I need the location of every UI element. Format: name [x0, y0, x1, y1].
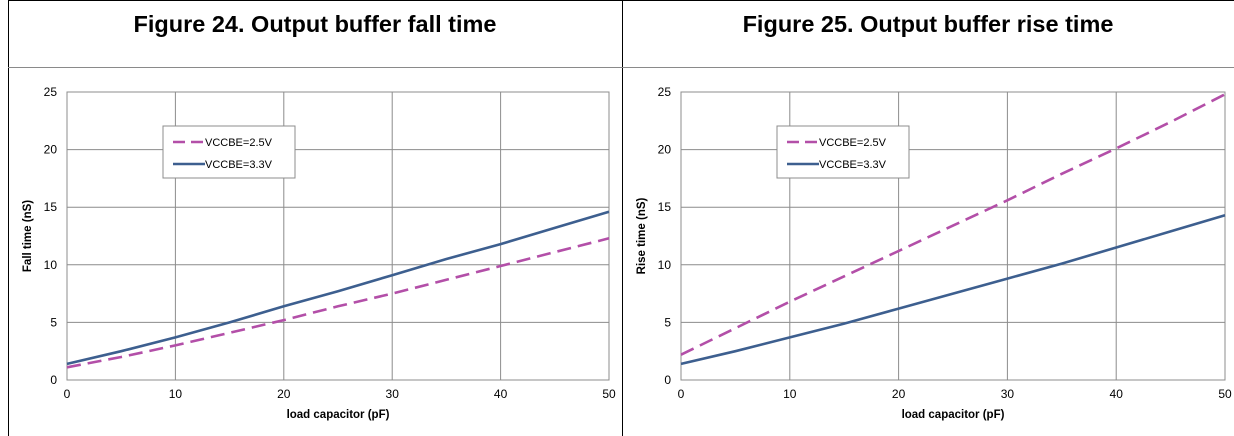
y-tick-label: 5 [50, 315, 57, 329]
y-tick-label: 20 [44, 143, 58, 157]
y-tick-label: 0 [664, 373, 671, 387]
legend-box [776, 125, 910, 179]
x-tick-label: 30 [1001, 387, 1015, 401]
series-line-vccbe-2v5 [66, 237, 610, 369]
y-tick-label: 25 [658, 85, 672, 99]
x-tick-label: 30 [386, 387, 400, 401]
table-left-border [8, 0, 9, 436]
y-tick-label: 10 [44, 258, 58, 272]
x-tick-label: 50 [602, 387, 616, 401]
y-tick-label: 15 [44, 200, 58, 214]
legend-box [162, 125, 296, 179]
y-tick-label: 0 [50, 373, 57, 387]
series-line-vccbe-3v3 [680, 214, 1226, 366]
x-tick-label: 10 [783, 387, 797, 401]
x-tick-label: 20 [277, 387, 291, 401]
legend-label: VCCBE=2.5V [205, 137, 273, 149]
table-top-border [8, 0, 1234, 1]
y-tick-label: 5 [664, 315, 671, 329]
y-tick-label: 15 [658, 200, 672, 214]
x-axis-label: load capacitor (pF) [287, 409, 390, 421]
figure-25-title: Figure 25. Output buffer rise time [742, 11, 1114, 37]
rise-time-chart: 0 10 20 30 40 50 0 5 10 15 20 25 load capacitor (pF)… [636, 85, 1232, 421]
legend-label: VCCBE=3.3V [205, 159, 273, 171]
series-line-vccbe-2v5 [680, 93, 1226, 356]
y-tick-label: 25 [44, 85, 58, 99]
table-mid-border [622, 0, 623, 436]
x-tick-label: 50 [1218, 387, 1232, 401]
x-tick-label: 0 [64, 387, 71, 401]
title-divider-left [8, 67, 622, 68]
title-divider-right [622, 67, 1234, 68]
legend-label: VCCBE=3.3V [819, 159, 887, 171]
y-tick-label: 10 [658, 258, 672, 272]
y-tick-label: 20 [658, 143, 672, 157]
plot-area [66, 91, 610, 381]
x-axis-label: load capacitor (pF) [902, 409, 1005, 421]
series-line-vccbe-3v3 [66, 210, 610, 366]
y-axis-label: Fall time (nS) [22, 200, 34, 272]
x-tick-label: 40 [494, 387, 508, 401]
x-tick-label: 0 [678, 387, 685, 401]
plot-area [680, 91, 1226, 381]
figure-24-title: Figure 24. Output buffer fall time [133, 11, 497, 37]
x-tick-label: 40 [1110, 387, 1124, 401]
legend-label: VCCBE=2.5V [819, 137, 887, 149]
x-tick-label: 20 [892, 387, 906, 401]
x-tick-label: 10 [169, 387, 183, 401]
y-axis-label: Rise time (nS) [636, 197, 648, 274]
fall-time-chart: 0 10 20 30 40 50 0 5 10 15 20 25 load capacitor (pF)… [22, 85, 616, 421]
